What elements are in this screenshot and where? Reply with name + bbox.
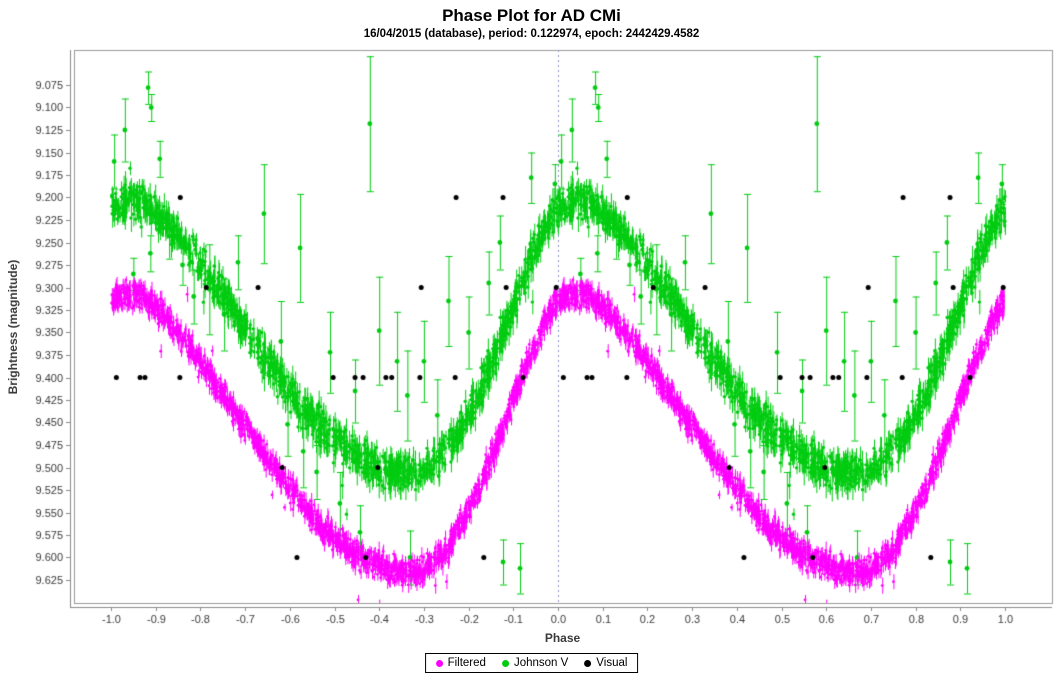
visual-marker-icon	[584, 659, 592, 667]
filtered-marker-icon	[435, 659, 443, 667]
legend-item-visual: Visual	[584, 657, 627, 669]
x-axis-title: Phase	[544, 631, 581, 645]
legend-label-visual: Visual	[596, 657, 628, 669]
y-axis-title: Brightness (magnitude)	[6, 259, 20, 395]
legend: Filtered Johnson V Visual	[424, 653, 639, 673]
legend-label-filtered: Filtered	[447, 657, 486, 669]
johnson-v-marker-icon	[501, 659, 509, 667]
legend-item-filtered: Filtered	[435, 657, 486, 669]
legend-label-johnson-v: Johnson V	[513, 657, 569, 669]
legend-item-johnson-v: Johnson V	[501, 657, 569, 669]
